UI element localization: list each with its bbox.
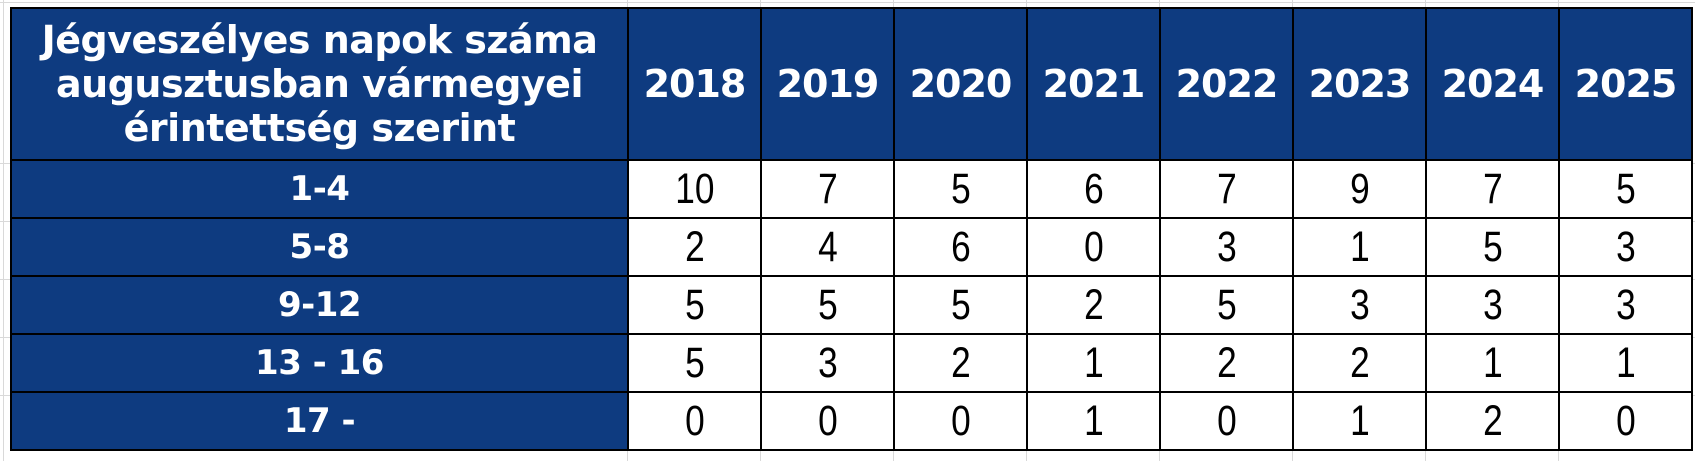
cell-value: 2 bbox=[893, 333, 1028, 393]
cell-value: 6 bbox=[1026, 159, 1161, 219]
cell-value: 5 bbox=[893, 159, 1028, 219]
year-header-2023: 2023 bbox=[1292, 7, 1427, 161]
cell-value: 7 bbox=[1425, 159, 1560, 219]
year-header-2024: 2024 bbox=[1425, 7, 1560, 161]
row-label: 17 - bbox=[10, 391, 629, 451]
year-header-2025: 2025 bbox=[1558, 7, 1693, 161]
cell-value: 0 bbox=[1026, 217, 1161, 277]
cell-value: 5 bbox=[627, 275, 762, 335]
ice-danger-days-table: Jégveszélyes napok száma augusztusban vá… bbox=[10, 7, 1693, 451]
cell-value: 1 bbox=[1026, 333, 1161, 393]
cell-value: 5 bbox=[627, 333, 762, 393]
cell-value: 10 bbox=[627, 159, 762, 219]
cell-value: 3 bbox=[760, 333, 895, 393]
cell-value: 3 bbox=[1558, 275, 1693, 335]
cell-value: 1 bbox=[1292, 391, 1427, 451]
cell-value: 3 bbox=[1292, 275, 1427, 335]
header-row: Jégveszélyes napok száma augusztusban vá… bbox=[10, 7, 1693, 161]
cell-value: 2 bbox=[1026, 275, 1161, 335]
year-header-2019: 2019 bbox=[760, 7, 895, 161]
row-label: 5-8 bbox=[10, 217, 629, 277]
cell-value: 5 bbox=[1425, 217, 1560, 277]
table-title: Jégveszélyes napok száma augusztusban vá… bbox=[10, 7, 629, 161]
margin-gridline bbox=[3, 0, 4, 461]
row-label: 13 - 16 bbox=[10, 333, 629, 393]
cell-value: 3 bbox=[1558, 217, 1693, 277]
cell-value: 3 bbox=[1159, 217, 1294, 277]
cell-value: 5 bbox=[760, 275, 895, 335]
cell-value: 1 bbox=[1292, 217, 1427, 277]
cell-value: 1 bbox=[1425, 333, 1560, 393]
row-label: 1-4 bbox=[10, 159, 629, 219]
table-row-9-12: 9-12 5 5 5 2 5 3 3 3 bbox=[10, 275, 1693, 335]
cell-value: 0 bbox=[1558, 391, 1693, 451]
year-header-2018: 2018 bbox=[627, 7, 762, 161]
cell-value: 0 bbox=[893, 391, 1028, 451]
cell-value: 2 bbox=[1159, 333, 1294, 393]
cell-value: 3 bbox=[1425, 275, 1560, 335]
cell-value: 1 bbox=[1026, 391, 1161, 451]
margin-gridline bbox=[0, 2, 1695, 3]
cell-value: 1 bbox=[1558, 333, 1693, 393]
cell-value: 0 bbox=[1159, 391, 1294, 451]
cell-value: 7 bbox=[1159, 159, 1294, 219]
year-header-2022: 2022 bbox=[1159, 7, 1294, 161]
cell-value: 9 bbox=[1292, 159, 1427, 219]
cell-value: 7 bbox=[760, 159, 895, 219]
table-row-5-8: 5-8 2 4 6 0 3 1 5 3 bbox=[10, 217, 1693, 277]
cell-value: 6 bbox=[893, 217, 1028, 277]
cell-value: 4 bbox=[760, 217, 895, 277]
table-row-17-plus: 17 - 0 0 0 1 0 1 2 0 bbox=[10, 391, 1693, 451]
year-header-2020: 2020 bbox=[893, 7, 1028, 161]
cell-value: 2 bbox=[627, 217, 762, 277]
row-label: 9-12 bbox=[10, 275, 629, 335]
cell-value: 5 bbox=[1558, 159, 1693, 219]
cell-value: 2 bbox=[1292, 333, 1427, 393]
cell-value: 0 bbox=[760, 391, 895, 451]
year-header-2021: 2021 bbox=[1026, 7, 1161, 161]
table-row-13-16: 13 - 16 5 3 2 1 2 2 1 1 bbox=[10, 333, 1693, 393]
cell-value: 5 bbox=[1159, 275, 1294, 335]
cell-value: 5 bbox=[893, 275, 1028, 335]
cell-value: 0 bbox=[627, 391, 762, 451]
cell-value: 2 bbox=[1425, 391, 1560, 451]
table-row-1-4: 1-4 10 7 5 6 7 9 7 5 bbox=[10, 159, 1693, 219]
